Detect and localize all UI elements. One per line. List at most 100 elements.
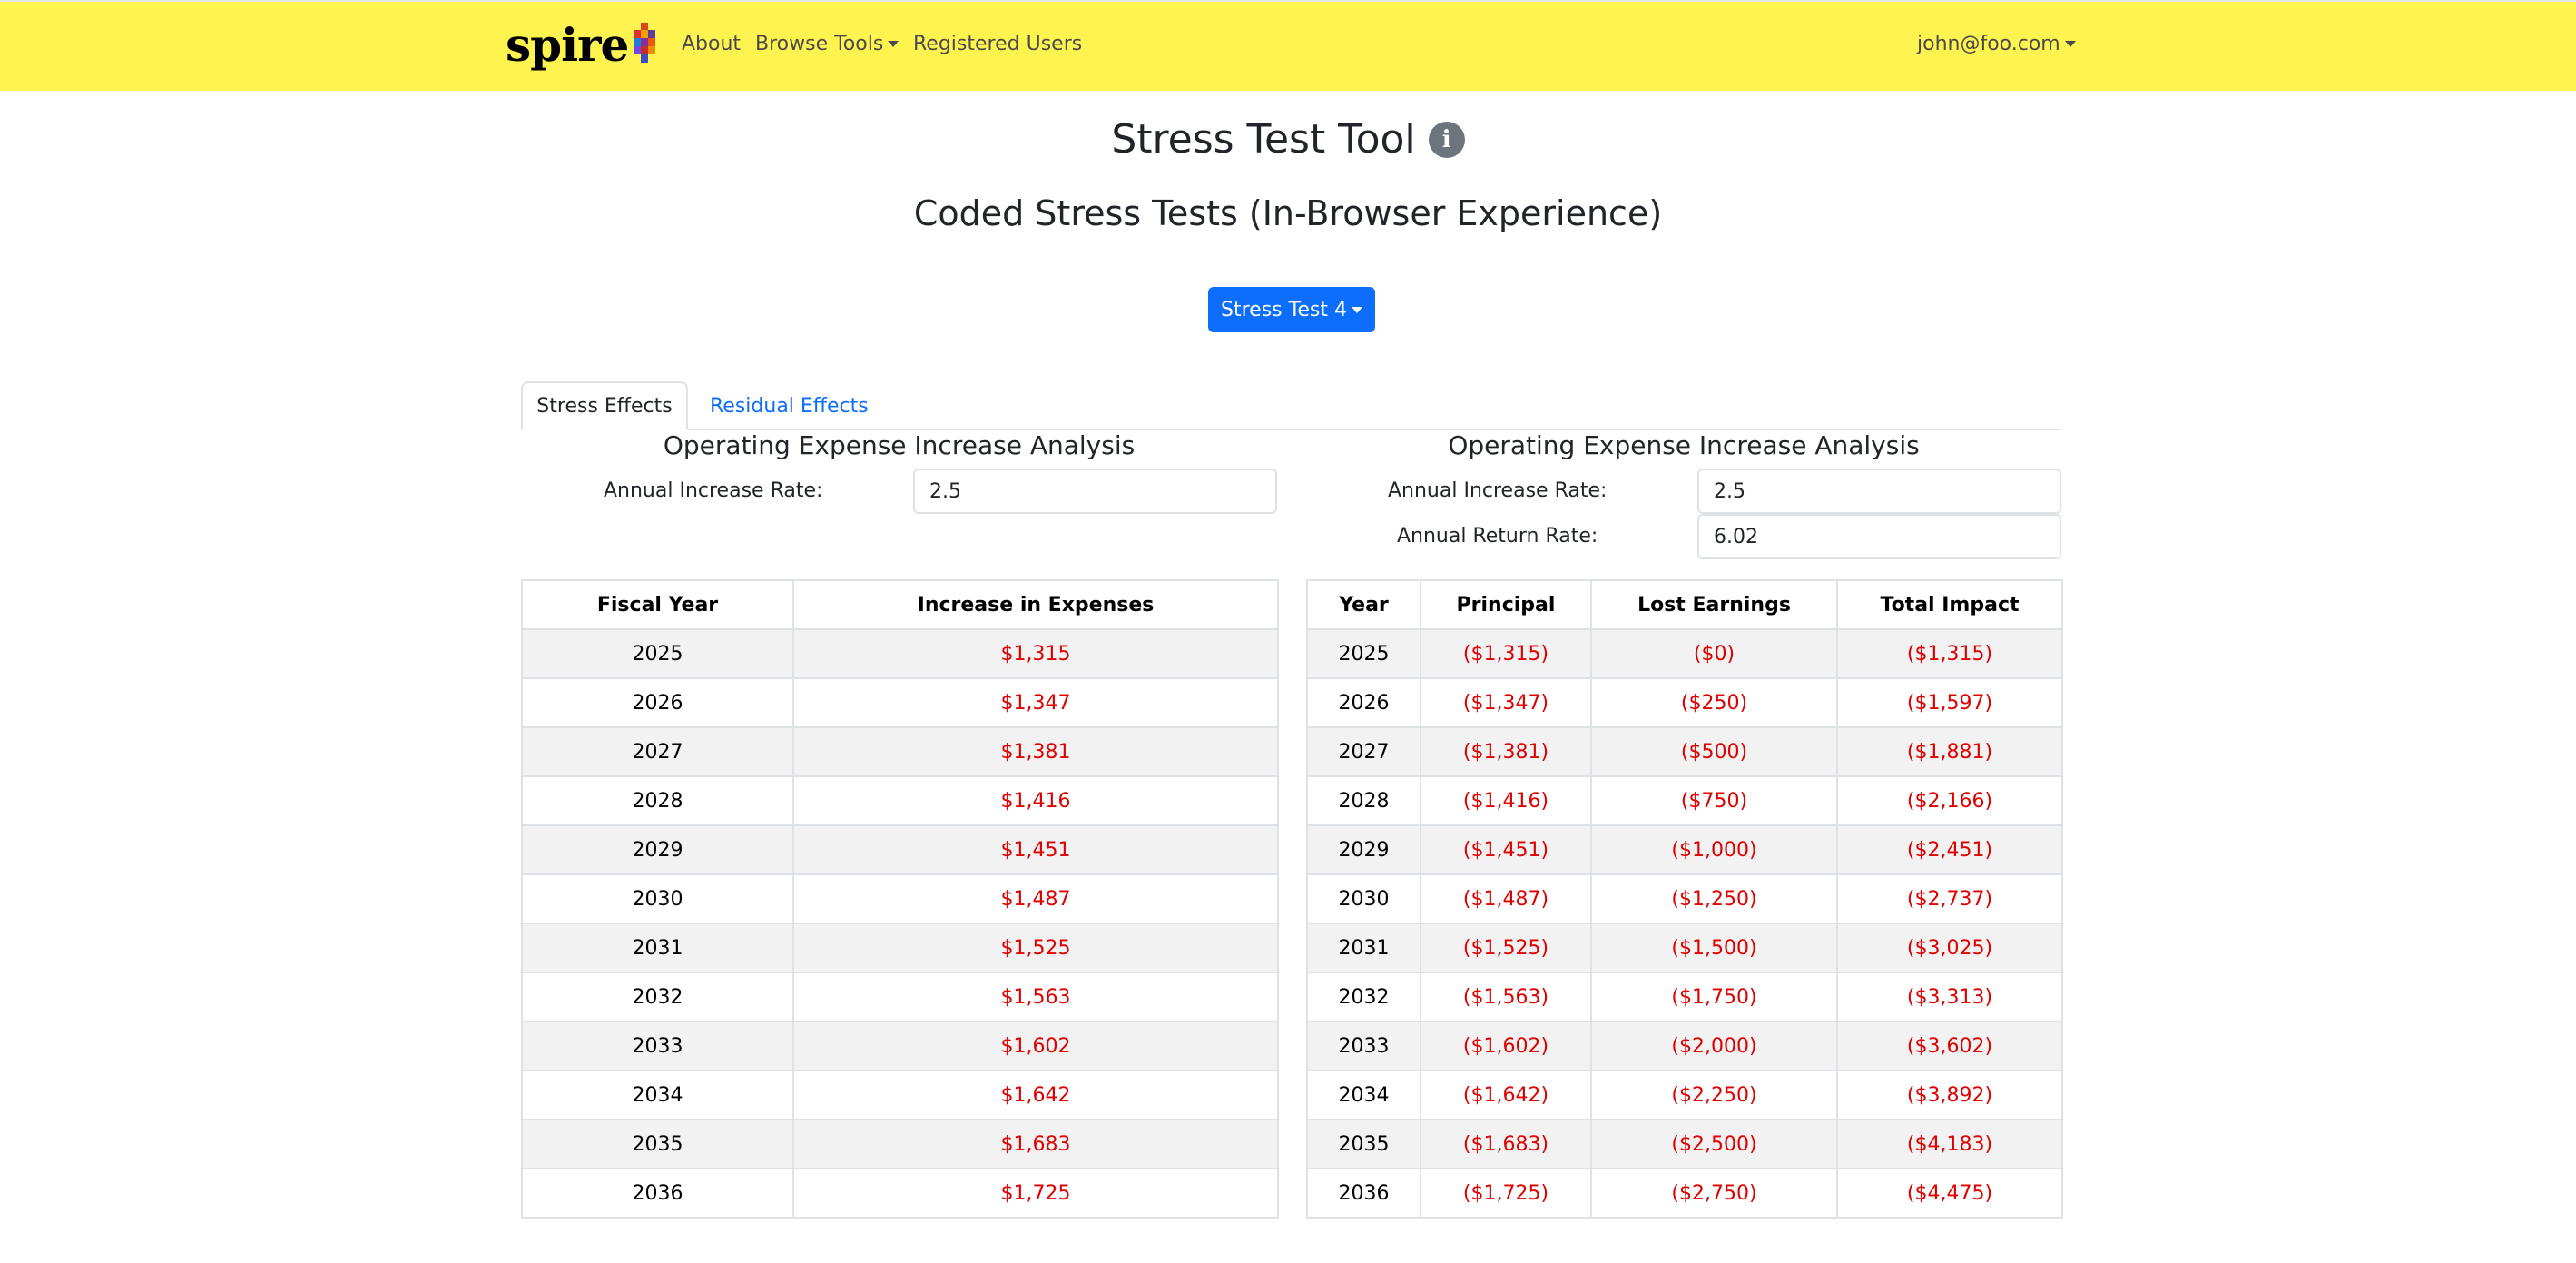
- table-cell: ($1,315): [1420, 628, 1592, 679]
- table-row: 2029 ($1,451) ($1,000) ($2,451): [1306, 824, 2063, 875]
- nav-registered-users-link[interactable]: Registered Users: [913, 33, 1083, 55]
- logo-text: spire: [506, 17, 629, 72]
- chevron-down-icon: [2064, 41, 2076, 47]
- table-cell: 2035: [521, 1119, 794, 1169]
- right-annual-increase-rate-input[interactable]: [1697, 469, 2061, 514]
- tab-stress-effects[interactable]: Stress Effects: [521, 381, 688, 430]
- table-cell: $1,315: [792, 628, 1279, 679]
- table-cell: ($2,750): [1590, 1168, 1838, 1219]
- table-cell: ($3,892): [1836, 1070, 2063, 1120]
- right-annual-return-rate-label: Annual Return Rate:: [1397, 525, 1598, 548]
- table-cell: ($1,487): [1420, 873, 1592, 924]
- table-cell: ($4,183): [1836, 1119, 2063, 1169]
- table-cell: ($1,250): [1590, 873, 1838, 924]
- table-header-row: Fiscal Year Increase in Expenses: [521, 579, 1279, 630]
- table-row: 2034 $1,642: [521, 1070, 1279, 1120]
- table-cell: ($1,347): [1420, 677, 1592, 728]
- table-cell: 2027: [521, 726, 794, 777]
- table-cell: ($2,737): [1836, 873, 2063, 924]
- table-cell: 2029: [1306, 824, 1421, 875]
- table-cell: ($1,881): [1836, 726, 2063, 777]
- right-annual-return-rate-input[interactable]: [1697, 514, 2061, 559]
- right-panel-title: Operating Expense Increase Analysis: [1448, 430, 1920, 460]
- table-cell: 2036: [1306, 1168, 1421, 1219]
- table-cell: ($2,500): [1590, 1119, 1838, 1169]
- table-cell: ($1,683): [1420, 1119, 1592, 1169]
- table-row: 2027 $1,381: [521, 726, 1279, 777]
- table-row: 2025 $1,315: [521, 628, 1279, 679]
- table-cell: ($1,000): [1590, 824, 1838, 875]
- table-row: 2035 ($1,683) ($2,500) ($4,183): [1306, 1119, 2063, 1169]
- table-cell: 2028: [521, 775, 794, 826]
- table-cell: 2033: [1306, 1021, 1421, 1071]
- table-cell: 2036: [521, 1168, 794, 1219]
- expense-increase-table: Fiscal Year Increase in Expenses 2025 $1,…: [521, 579, 1279, 1219]
- table-row: 2035 $1,683: [521, 1119, 1279, 1169]
- table-cell: 2026: [1306, 677, 1421, 728]
- user-menu-dropdown[interactable]: john@foo.com: [1917, 33, 2076, 55]
- column-header: Fiscal Year: [521, 579, 794, 630]
- nav-browse-tools-dropdown[interactable]: Browse Tools: [755, 33, 900, 55]
- table-cell: $1,381: [792, 726, 1279, 777]
- left-annual-increase-rate-label: Annual Increase Rate:: [604, 479, 823, 502]
- chevron-down-icon: [888, 41, 900, 47]
- info-icon[interactable]: i: [1428, 121, 1465, 158]
- table-cell: ($3,313): [1836, 972, 2063, 1022]
- table-cell: $1,683: [792, 1119, 1279, 1169]
- table-cell: ($1,750): [1590, 972, 1838, 1022]
- table-cell: 2031: [1306, 923, 1421, 973]
- table-row: 2034 ($1,642) ($2,250) ($3,892): [1306, 1070, 2063, 1120]
- page-title-row: Stress Test Tool i: [0, 116, 2576, 163]
- table-cell: 2025: [521, 628, 794, 679]
- table-row: 2032 $1,563: [521, 972, 1279, 1022]
- table-row: 2033 ($1,602) ($2,000) ($3,602): [1306, 1021, 2063, 1071]
- column-header: Principal: [1420, 579, 1592, 630]
- table-row: 2036 $1,725: [521, 1168, 1279, 1219]
- table-cell: ($1,451): [1420, 824, 1592, 875]
- table-cell: $1,347: [792, 677, 1279, 728]
- user-email: john@foo.com: [1917, 33, 2060, 55]
- table-cell: 2026: [521, 677, 794, 728]
- table-row: 2028 $1,416: [521, 775, 1279, 826]
- nav-about-link[interactable]: About: [682, 33, 742, 55]
- chevron-down-icon: [1351, 306, 1362, 313]
- table-row: 2032 ($1,563) ($1,750) ($3,313): [1306, 972, 2063, 1022]
- spire-logo[interactable]: spire: [506, 17, 656, 72]
- table-cell: ($500): [1590, 726, 1838, 777]
- table-cell: $1,642: [792, 1070, 1279, 1120]
- table-cell: ($1,381): [1420, 726, 1592, 777]
- table-row: 2031 ($1,525) ($1,500) ($3,025): [1306, 923, 2063, 973]
- table-cell: 2030: [1306, 873, 1421, 924]
- table-cell: 2034: [1306, 1070, 1421, 1120]
- table-row: 2031 $1,525: [521, 923, 1279, 973]
- tab-residual-effects[interactable]: Residual Effects: [710, 394, 869, 418]
- browse-tools-label: Browse Tools: [755, 33, 884, 55]
- table-cell: $1,563: [792, 972, 1279, 1022]
- table-cell: 2027: [1306, 726, 1421, 777]
- table-cell: ($3,025): [1836, 923, 2063, 973]
- column-header: Total Impact: [1836, 579, 2063, 630]
- page-subtitle: Coded Stress Tests (In-Browser Experienc…: [913, 193, 1663, 233]
- right-annual-increase-rate-label: Annual Increase Rate:: [1388, 479, 1608, 502]
- table-row: 2025 ($1,315) ($0) ($1,315): [1306, 628, 2063, 679]
- table-cell: $1,525: [792, 923, 1279, 973]
- table-cell: $1,451: [792, 824, 1279, 875]
- spire-logo-mark-icon: [634, 23, 656, 63]
- table-row: 2028 ($1,416) ($750) ($2,166): [1306, 775, 2063, 826]
- table-cell: 2032: [1306, 972, 1421, 1022]
- table-cell: ($1,500): [1590, 923, 1838, 973]
- stress-test-select-button[interactable]: Stress Test 4: [1208, 287, 1375, 332]
- left-panel-title: Operating Expense Increase Analysis: [663, 430, 1136, 460]
- table-row: 2030 ($1,487) ($1,250) ($2,737): [1306, 873, 2063, 924]
- table-cell: 2029: [521, 824, 794, 875]
- table-cell: ($2,166): [1836, 775, 2063, 826]
- table-cell: 2032: [521, 972, 794, 1022]
- table-cell: 2035: [1306, 1119, 1421, 1169]
- table-cell: ($1,315): [1836, 628, 2063, 679]
- table-row: 2033 $1,602: [521, 1021, 1279, 1071]
- table-cell: ($1,416): [1420, 775, 1592, 826]
- column-header: Lost Earnings: [1590, 579, 1838, 630]
- left-annual-increase-rate-input[interactable]: [913, 469, 1277, 514]
- table-cell: ($250): [1590, 677, 1838, 728]
- table-cell: ($1,525): [1420, 923, 1592, 973]
